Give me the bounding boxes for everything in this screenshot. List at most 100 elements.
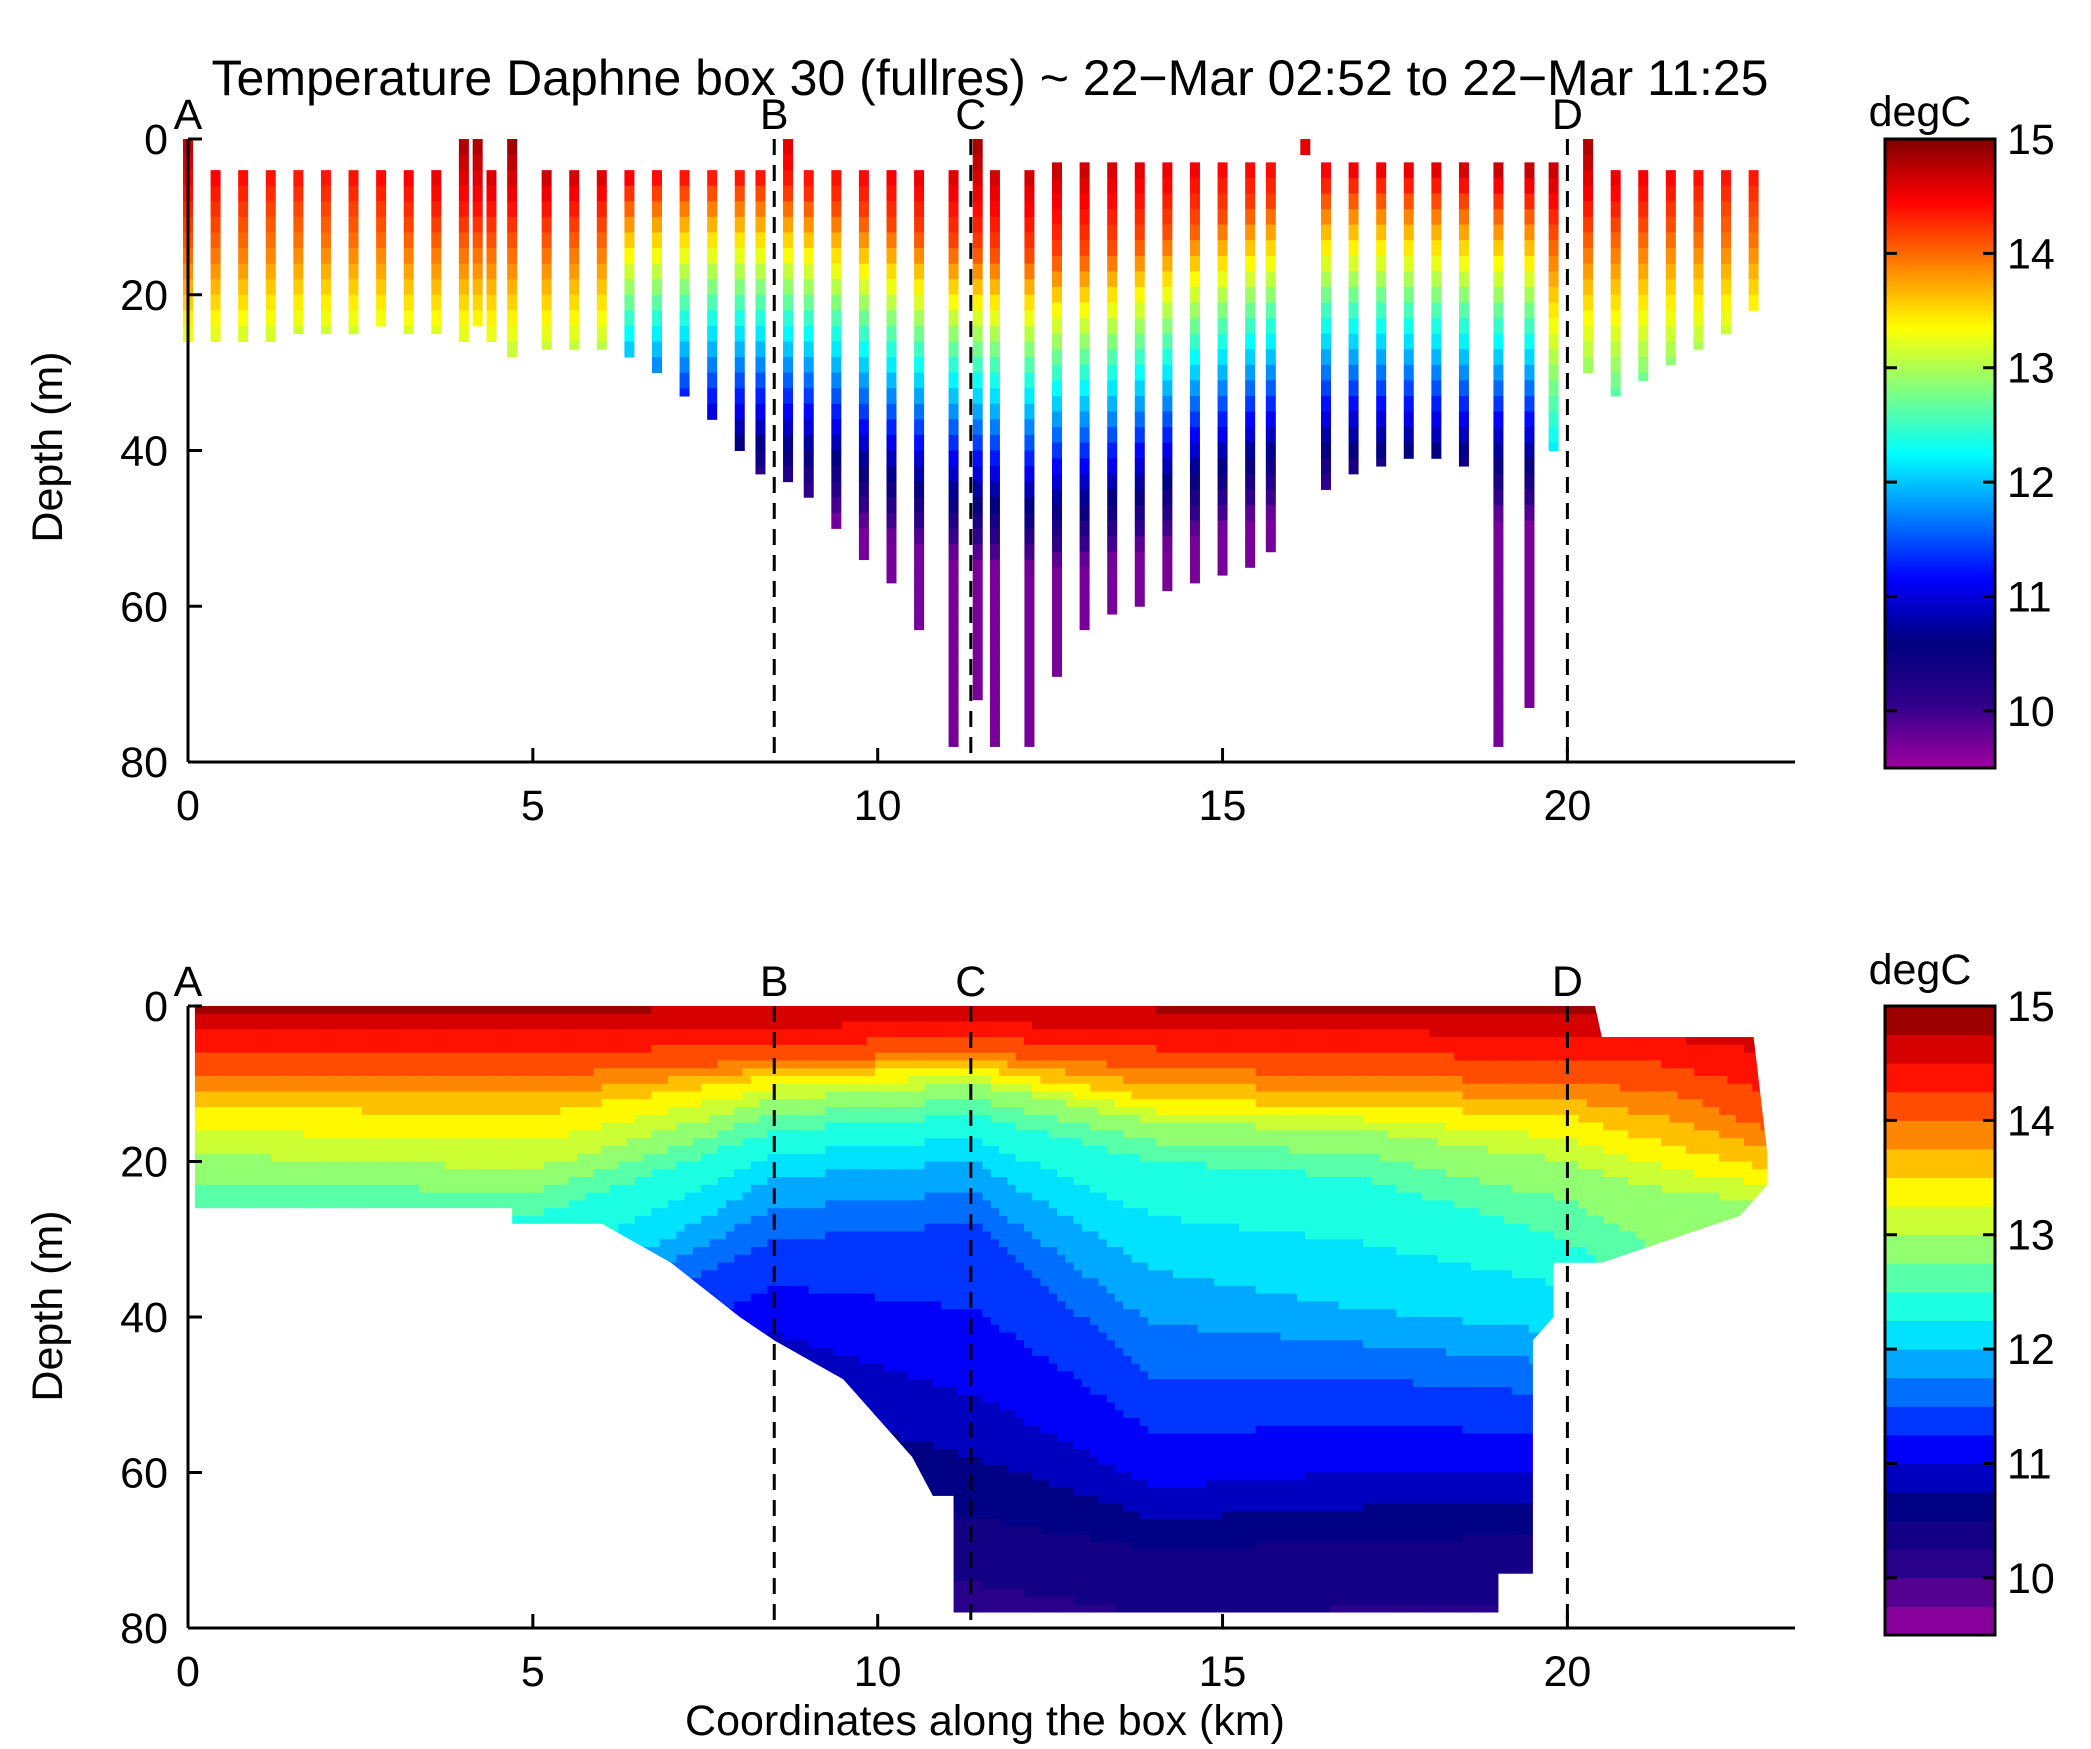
profile-segment [1134,520,1145,537]
heatmap-cell [345,1114,355,1124]
heatmap-cell [303,1340,313,1349]
heatmap-cell [452,1239,462,1248]
heatmap-cell [386,1456,396,1466]
heatmap-cell [560,1006,570,1015]
heatmap-cell [237,1418,247,1427]
profile-23 [783,139,794,483]
heatmap-cell [361,1324,371,1334]
profile-segment [472,248,483,265]
heatmap-cell [452,1317,462,1326]
heatmap-cell [519,1324,528,1334]
heatmap-cell [196,1534,206,1544]
profile-segment [948,201,959,218]
heatmap-cell [361,1247,371,1256]
profile-segment [624,232,635,249]
heatmap-cell [461,1060,470,1069]
heatmap-cell [444,1301,454,1310]
heatmap-cell [419,1472,429,1481]
heatmap-cell [560,1083,570,1093]
profile-segment [569,248,580,265]
heatmap-cell [477,1526,487,1536]
profile-segment [783,341,794,358]
heatmap-cell [345,1052,355,1062]
profile-segment [1693,232,1704,249]
heatmap-cell [353,1052,363,1062]
heatmap-cell [270,1153,280,1163]
heatmap-cell [469,1340,479,1349]
heatmap-cell [270,1247,280,1256]
heatmap-cell [370,1130,379,1139]
heatmap-cell [212,1215,222,1225]
profile-segment [755,279,766,296]
heatmap-cell [328,1589,338,1598]
heatmap-cell [510,1433,520,1442]
heatmap-cell [469,1013,479,1023]
profile-segment [1245,177,1256,195]
heatmap-cell [419,1581,429,1590]
profile-segment [1162,286,1173,304]
profile-segment [1431,193,1442,210]
profile-segment [596,310,607,327]
heatmap-cell [312,1488,322,1497]
heatmap-cell [262,1449,272,1458]
heatmap-cell [386,1371,396,1380]
heatmap-cell [254,1013,264,1023]
heatmap-cell [552,1231,562,1240]
profile-segment [1052,458,1063,475]
profile-segment [1265,286,1276,304]
heatmap-cell [560,1456,570,1466]
profile-segment [1052,364,1063,381]
profile-segment [486,232,497,249]
profile-segment [1052,177,1063,195]
heatmap-cell [510,1495,520,1505]
heatmap-cell [262,1456,272,1466]
heatmap-cell [312,1161,322,1170]
heatmap-cell [254,1402,264,1411]
heatmap-cell [212,1340,222,1349]
heatmap-cell [419,1348,429,1357]
heatmap-cell [411,1130,421,1139]
heatmap-cell [494,1402,504,1411]
heatmap-cell [345,1550,355,1559]
heatmap-cell [436,1363,446,1373]
heatmap-cell [254,1480,264,1489]
heatmap-cell [444,1060,454,1069]
profile-segment [803,185,814,202]
heatmap-cell [552,1379,562,1388]
heatmap-cell [469,1534,479,1544]
profile-segment [972,543,983,561]
heatmap-cell [494,1161,504,1170]
heatmap-cell [353,1169,363,1178]
heatmap-cell [535,1262,545,1271]
heatmap-cell [494,1418,504,1427]
profile-segment [755,201,766,218]
heatmap-cell [312,1208,322,1217]
heatmap-cell [279,1480,288,1489]
heatmap-cell [411,1247,421,1256]
heatmap-cell [403,1581,413,1590]
heatmap-cell [353,1573,363,1582]
heatmap-cell [535,1006,545,1015]
heatmap-cell [502,1565,512,1575]
profile-41 [1265,162,1276,553]
heatmap-cell [419,1254,429,1264]
profile-segment [486,185,497,202]
heatmap-cell [262,1247,272,1256]
heatmap-cell [394,1052,404,1062]
heatmap-cell [485,1355,495,1365]
profile-segment [1638,294,1649,311]
profile-segment [320,201,331,218]
profile-segment [755,263,766,280]
heatmap-cell [452,1371,462,1380]
heatmap-cell [568,1355,578,1365]
profile-segment [1693,341,1704,350]
heatmap-cell [345,1379,355,1388]
heatmap-cell [510,1526,520,1536]
heatmap-cell [312,1114,322,1124]
profile-segment [1024,606,1035,623]
profile-segment [972,201,983,218]
profile-segment [1321,427,1332,444]
heatmap-cell [353,1309,363,1318]
heatmap-cell [552,1550,562,1559]
profile-segment [972,403,983,420]
